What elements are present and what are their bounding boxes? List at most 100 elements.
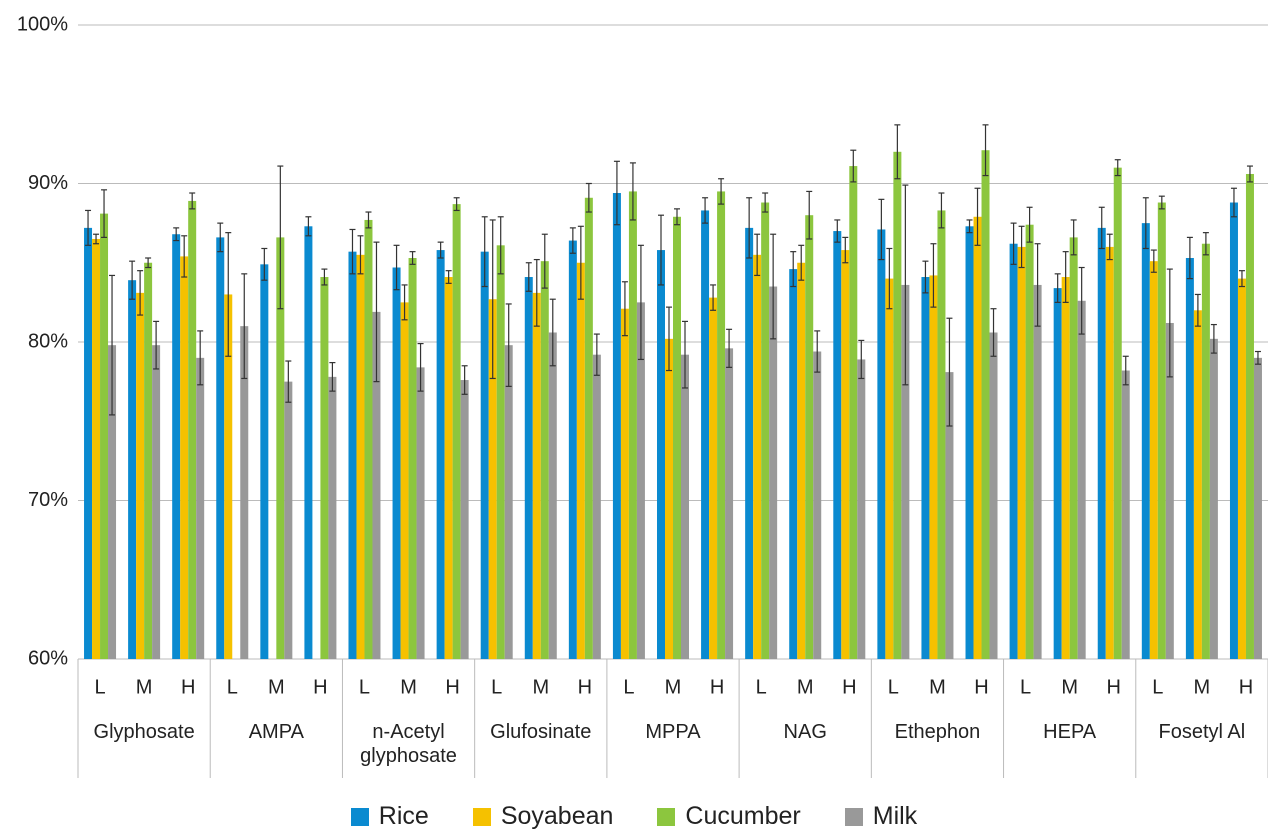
bar: [108, 345, 117, 659]
error-bar: [894, 124, 901, 180]
bar: [761, 202, 770, 659]
legend-label: Soyabean: [500, 802, 614, 830]
bar: [1025, 224, 1034, 659]
bar: [813, 351, 822, 659]
bar: [965, 226, 974, 660]
bar: [592, 354, 601, 659]
bar: [1157, 202, 1166, 659]
error-bar: [842, 236, 849, 264]
error-bar: [277, 165, 284, 310]
y-tick-label: 80%: [28, 330, 68, 352]
bar: [612, 193, 621, 659]
legend: Rice Soyabean Cucumber Milk: [0, 802, 1268, 831]
error-bar: [189, 192, 196, 210]
group-label: HEPA: [1043, 721, 1097, 743]
bar: [989, 332, 998, 659]
bar: [981, 150, 990, 659]
x-tick-label: M: [1194, 676, 1211, 698]
bar: [372, 311, 381, 659]
error-bar: [329, 362, 336, 392]
bar: [460, 380, 469, 659]
error-bar: [746, 197, 753, 259]
error-bar: [437, 241, 444, 259]
error-bar: [1114, 159, 1121, 177]
bar: [188, 200, 197, 659]
bar: [504, 345, 513, 659]
error-bar: [453, 197, 460, 212]
x-tick-label: H: [842, 676, 856, 698]
error-bar: [461, 365, 468, 395]
bar: [136, 292, 145, 659]
x-tick-label: L: [94, 676, 105, 698]
group-label: Glufosinate: [490, 721, 592, 743]
bar: [568, 240, 577, 659]
bar: [284, 381, 293, 659]
bar: [877, 229, 886, 659]
bar: [128, 280, 137, 659]
bar: [172, 234, 181, 659]
error-bar: [1098, 206, 1105, 250]
error-bar: [137, 270, 144, 316]
error-bar: [726, 328, 733, 368]
bar: [444, 277, 453, 659]
error-bar: [886, 247, 893, 310]
bar: [260, 264, 269, 659]
error-bar: [1246, 165, 1253, 183]
error-bar: [1122, 355, 1129, 386]
legend-label: Cucumber: [685, 802, 801, 830]
bar: [1017, 246, 1026, 659]
bar: [725, 348, 734, 659]
bar: [1097, 227, 1106, 659]
bar: [681, 354, 689, 659]
error-bar: [858, 339, 865, 380]
error-bar: [1158, 195, 1165, 210]
x-tick-label: M: [268, 676, 285, 698]
error-bar: [153, 320, 160, 370]
bar: [937, 210, 946, 659]
bar: [1237, 278, 1246, 659]
bar: [636, 302, 645, 659]
error-bar: [1150, 249, 1157, 273]
x-tick-label: M: [797, 676, 814, 698]
bar: [1245, 173, 1254, 660]
error-bar: [225, 232, 232, 357]
legend-swatch: [472, 807, 491, 826]
bar: [1253, 357, 1262, 659]
bar: [1113, 167, 1122, 659]
x-tick-label: L: [623, 676, 634, 698]
bar: [356, 254, 365, 659]
error-bar: [93, 233, 100, 245]
legend-swatch: [350, 807, 369, 826]
error-bar: [217, 222, 224, 253]
legend-label: Rice: [378, 802, 429, 830]
error-bar: [710, 284, 717, 311]
bar: [701, 210, 710, 659]
y-tick-label: 60%: [28, 647, 68, 669]
error-bar: [373, 241, 380, 383]
error-bar: [357, 235, 364, 275]
error-bar: [946, 317, 953, 427]
error-bar: [629, 162, 636, 221]
error-bar: [1062, 251, 1069, 303]
bar: [1009, 243, 1018, 660]
error-bar: [261, 247, 268, 281]
bar: [548, 332, 557, 659]
error-bar: [770, 233, 777, 340]
bar: [240, 326, 249, 659]
error-bar: [1026, 206, 1033, 243]
x-tick-label: L: [359, 676, 370, 698]
x-tick-label: H: [578, 676, 592, 698]
bar: [392, 267, 401, 659]
error-bar: [806, 190, 813, 240]
error-bar: [674, 208, 680, 226]
error-bar: [321, 268, 328, 286]
bar: [452, 204, 461, 660]
x-tick-label: L: [1020, 676, 1031, 698]
bar: [885, 278, 894, 659]
error-bar: [593, 333, 600, 376]
x-tick-label: H: [181, 676, 195, 698]
group-label: AMPA: [248, 721, 304, 743]
error-bar: [1166, 268, 1173, 378]
x-tick-label: L: [227, 676, 238, 698]
error-bar: [982, 124, 989, 177]
